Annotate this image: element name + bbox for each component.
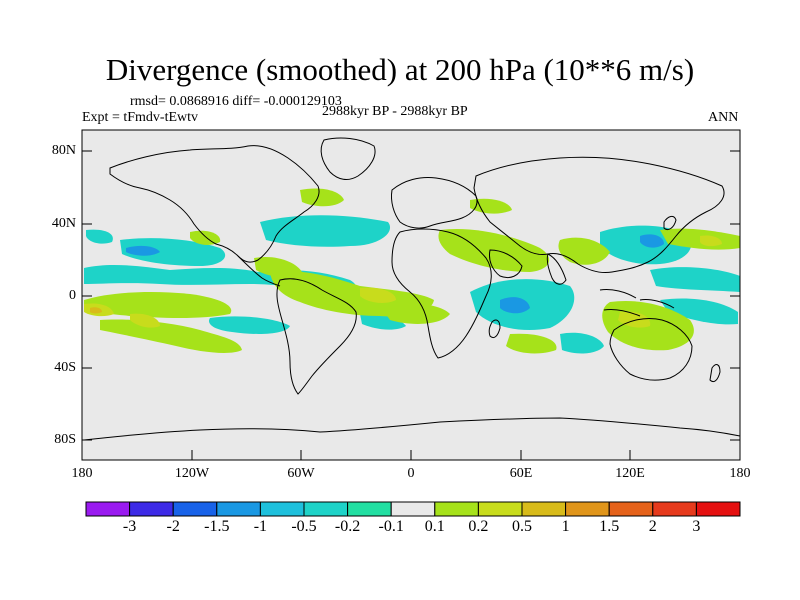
colorbar xyxy=(85,501,741,517)
lat-label-0: 0 xyxy=(69,288,76,303)
colorbar-swatch xyxy=(390,501,436,517)
colorbar-swatch xyxy=(172,501,218,517)
lon-label-60w: 60W xyxy=(287,466,315,481)
lat-label-40n: 40N xyxy=(51,216,76,231)
stats-text: rmsd= 0.0868916 diff= -0.000129103 xyxy=(130,94,342,109)
coastlines xyxy=(83,137,741,441)
colorbar-swatch xyxy=(695,501,741,517)
lat-label-80s: 80S xyxy=(54,432,76,447)
colorbar-swatch xyxy=(129,501,174,517)
lon-label-180w: 180 xyxy=(71,466,93,481)
lon-label-0: 0 xyxy=(407,466,415,481)
colorbar-label: 1.5 xyxy=(599,518,620,535)
colorbar-label: -1 xyxy=(253,518,268,535)
colorbar-swatch xyxy=(521,501,567,517)
season-text: ANN xyxy=(708,110,739,125)
colorbar-label: -0.2 xyxy=(334,518,361,535)
colorbar-label: -0.5 xyxy=(291,518,317,535)
experiment-text: Expt = tFmdv-tEwtv xyxy=(82,110,199,125)
colorbar-label: 2 xyxy=(648,518,657,535)
colorbar-label: 0.2 xyxy=(468,518,489,535)
colorbar-swatch xyxy=(85,501,131,517)
colorbar-swatch xyxy=(259,501,305,517)
colorbar-swatch xyxy=(565,501,610,517)
colorbar-swatch xyxy=(216,501,261,517)
colorbar-swatch xyxy=(608,501,654,517)
colorbar-swatch xyxy=(652,501,697,517)
colorbar-label: 0.5 xyxy=(512,518,532,535)
lat-label-80n: 80N xyxy=(51,143,76,158)
colorbar-label: -0.1 xyxy=(378,518,404,535)
lat-ticks xyxy=(82,150,740,441)
colorbar-swatch xyxy=(477,501,523,517)
lon-label-60e: 60E xyxy=(509,466,533,481)
colorbar-swatch xyxy=(347,501,392,517)
lon-label-120w: 120W xyxy=(174,466,210,481)
lon-label-120e: 120E xyxy=(615,466,645,481)
lon-label-180e: 180 xyxy=(729,466,751,481)
colorbar-label: 0.1 xyxy=(424,518,445,535)
lon-ticks xyxy=(81,450,741,460)
colorbar-swatch xyxy=(303,501,349,517)
colorbar-swatch xyxy=(434,501,479,517)
lat-label-40s: 40S xyxy=(54,360,76,375)
colorbar-label: -3 xyxy=(122,518,137,535)
period-text: 2988kyr BP - 2988kyr BP xyxy=(322,104,468,119)
plot-title: Divergence (smoothed) at 200 hPa (10**6 … xyxy=(105,52,695,87)
colorbar-label: 3 xyxy=(692,518,701,535)
colorbar-label: 1 xyxy=(561,518,570,535)
colorbar-label: -2 xyxy=(166,518,180,535)
colorbar-label: -1.5 xyxy=(204,518,230,535)
